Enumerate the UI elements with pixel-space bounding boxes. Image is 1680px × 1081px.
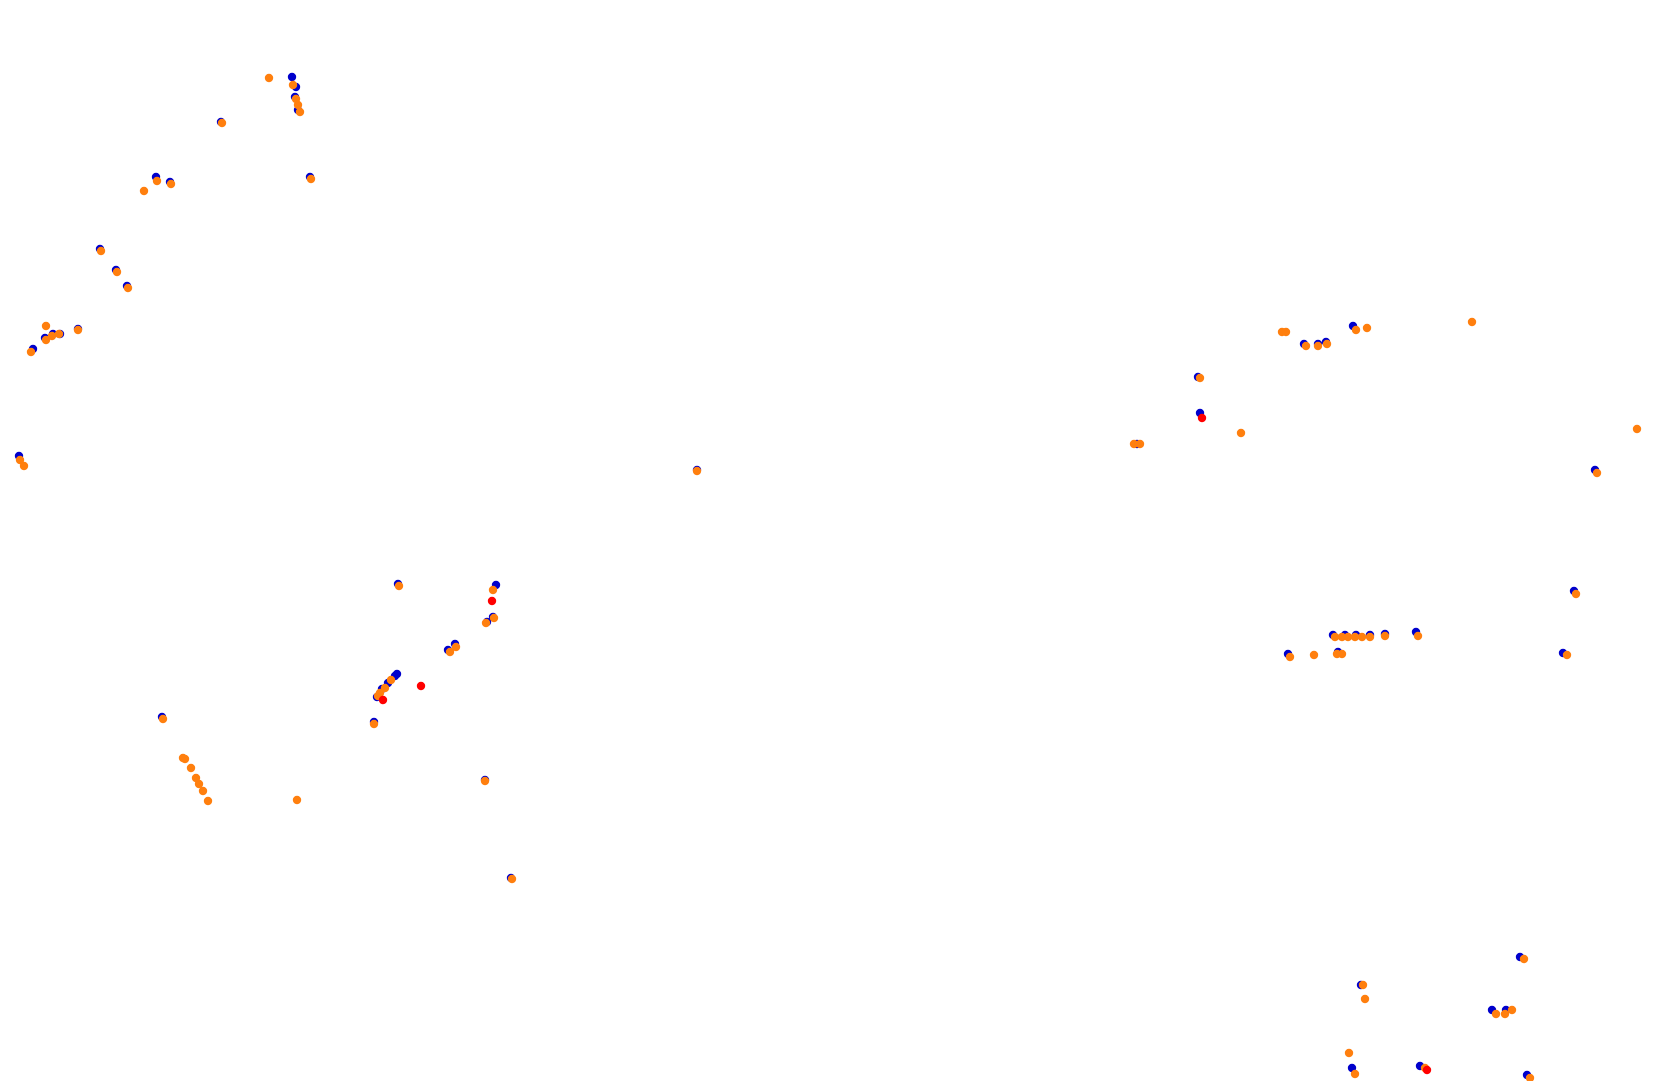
scatter-point [1422, 1065, 1432, 1075]
scatter-point [152, 176, 162, 186]
scatter-point [451, 642, 461, 652]
scatter-point [186, 763, 196, 773]
scatter-point [1350, 632, 1360, 642]
scatter-point [507, 874, 517, 884]
scatter-point [1344, 1048, 1354, 1058]
scatter-marks [14, 72, 1642, 1081]
scatter-point [416, 681, 426, 691]
scatter-point [1313, 341, 1323, 351]
scatter-point [26, 347, 36, 357]
scatter-point [380, 683, 390, 693]
series-1 [15, 73, 1642, 1081]
scatter-point [287, 72, 297, 82]
scatter-point [47, 331, 57, 341]
scatter-point [1337, 649, 1347, 659]
scatter-point [1301, 341, 1311, 351]
scatter-point [487, 596, 497, 606]
scatter-point [1380, 631, 1390, 641]
scatter-point [306, 174, 316, 184]
scatter-point [73, 325, 83, 335]
scatter-point [445, 647, 455, 657]
scatter-point [1285, 652, 1295, 662]
scatter-point [1491, 1009, 1501, 1019]
scatter-point [295, 107, 305, 117]
scatter-point [1525, 1073, 1535, 1081]
scatter-point [481, 618, 491, 628]
scatter-point [166, 179, 176, 189]
scatter-point [1337, 632, 1347, 642]
scatter-point [139, 186, 149, 196]
scatter-point [1592, 468, 1602, 478]
scatter-point [191, 773, 201, 783]
scatter-point [291, 94, 301, 104]
scatter-point [288, 80, 298, 90]
series-0 [14, 72, 1600, 1080]
scatter-point [1197, 413, 1207, 423]
scatter-point [386, 675, 396, 685]
scatter-point [178, 753, 188, 763]
scatter-point [1351, 325, 1361, 335]
scatter-point [392, 669, 402, 679]
scatter-point [1562, 650, 1572, 660]
scatter-point [1135, 439, 1145, 449]
scatter-point [1129, 439, 1139, 449]
scatter-point [217, 118, 227, 128]
scatter-point [378, 695, 388, 705]
series-2 [378, 413, 1432, 1075]
scatter-point [1357, 632, 1367, 642]
scatter-point [489, 613, 499, 623]
scatter-point [41, 321, 51, 331]
scatter-point [1365, 632, 1375, 642]
scatter-point [692, 466, 702, 476]
scatter-point [1195, 373, 1205, 383]
scatter-point [1322, 339, 1332, 349]
scatter-point [488, 585, 498, 595]
scatter-point [1309, 650, 1319, 660]
scatter-point [292, 795, 302, 805]
scatter-point [480, 776, 490, 786]
scatter-point [1507, 1005, 1517, 1015]
scatter-point [158, 714, 168, 724]
scatter-point [1343, 632, 1353, 642]
scatter-point [123, 283, 133, 293]
scatter-point [15, 455, 25, 465]
scatter-point [394, 581, 404, 591]
scatter-point [54, 329, 64, 339]
scatter-point [1467, 317, 1477, 327]
scatter-point [1362, 323, 1372, 333]
scatter-point [203, 796, 213, 806]
scatter-point [1632, 424, 1642, 434]
scatter-point [264, 73, 274, 83]
scatter-point [1519, 954, 1529, 964]
scatter-point [96, 246, 106, 256]
scatter-point [1358, 980, 1368, 990]
scatter-point [1413, 631, 1423, 641]
scatter-point [198, 786, 208, 796]
scatter-point [1360, 994, 1370, 1004]
scatter-point [41, 335, 51, 345]
scatter-point [1236, 428, 1246, 438]
scatter-point [112, 267, 122, 277]
scatter-point [1330, 632, 1340, 642]
scatter-point [1500, 1009, 1510, 1019]
scatter-point [19, 461, 29, 471]
scatter-point [1350, 1069, 1360, 1079]
scatter-point [1571, 589, 1581, 599]
scatter-point [1281, 327, 1291, 337]
scatter-point [369, 719, 379, 729]
